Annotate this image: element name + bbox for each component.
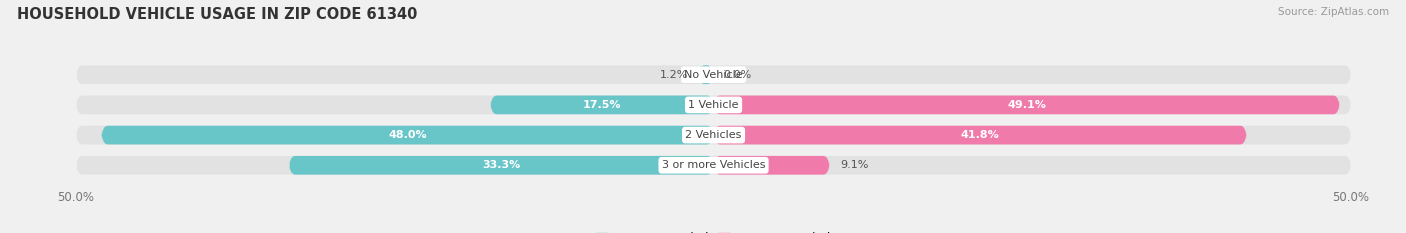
Text: 41.8%: 41.8% bbox=[960, 130, 1000, 140]
FancyBboxPatch shape bbox=[713, 96, 1340, 114]
Text: 2 Vehicles: 2 Vehicles bbox=[685, 130, 742, 140]
Text: No Vehicle: No Vehicle bbox=[685, 70, 742, 80]
FancyBboxPatch shape bbox=[76, 65, 1351, 84]
Text: 3 or more Vehicles: 3 or more Vehicles bbox=[662, 160, 765, 170]
Text: 33.3%: 33.3% bbox=[482, 160, 520, 170]
FancyBboxPatch shape bbox=[76, 156, 1351, 175]
Legend: Owner-occupied, Renter-occupied: Owner-occupied, Renter-occupied bbox=[592, 227, 835, 233]
Text: 49.1%: 49.1% bbox=[1007, 100, 1046, 110]
Text: 48.0%: 48.0% bbox=[388, 130, 427, 140]
FancyBboxPatch shape bbox=[76, 96, 1351, 114]
Text: 1.2%: 1.2% bbox=[659, 70, 688, 80]
FancyBboxPatch shape bbox=[101, 126, 713, 144]
FancyBboxPatch shape bbox=[699, 65, 713, 84]
FancyBboxPatch shape bbox=[491, 96, 713, 114]
Text: 17.5%: 17.5% bbox=[582, 100, 621, 110]
Text: 1 Vehicle: 1 Vehicle bbox=[689, 100, 738, 110]
Text: 9.1%: 9.1% bbox=[839, 160, 868, 170]
FancyBboxPatch shape bbox=[76, 126, 1351, 144]
Text: 0.0%: 0.0% bbox=[724, 70, 752, 80]
FancyBboxPatch shape bbox=[713, 156, 830, 175]
Text: HOUSEHOLD VEHICLE USAGE IN ZIP CODE 61340: HOUSEHOLD VEHICLE USAGE IN ZIP CODE 6134… bbox=[17, 7, 418, 22]
Text: Source: ZipAtlas.com: Source: ZipAtlas.com bbox=[1278, 7, 1389, 17]
FancyBboxPatch shape bbox=[290, 156, 713, 175]
FancyBboxPatch shape bbox=[713, 126, 1247, 144]
